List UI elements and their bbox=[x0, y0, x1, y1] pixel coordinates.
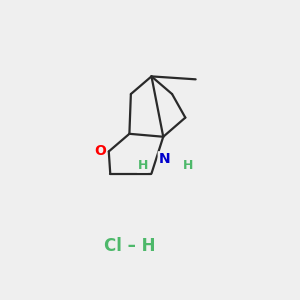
Text: Cl – H: Cl – H bbox=[103, 237, 155, 255]
Text: O: O bbox=[94, 144, 106, 158]
Text: H: H bbox=[137, 159, 148, 172]
Text: H: H bbox=[182, 159, 193, 172]
Text: N: N bbox=[158, 152, 170, 166]
